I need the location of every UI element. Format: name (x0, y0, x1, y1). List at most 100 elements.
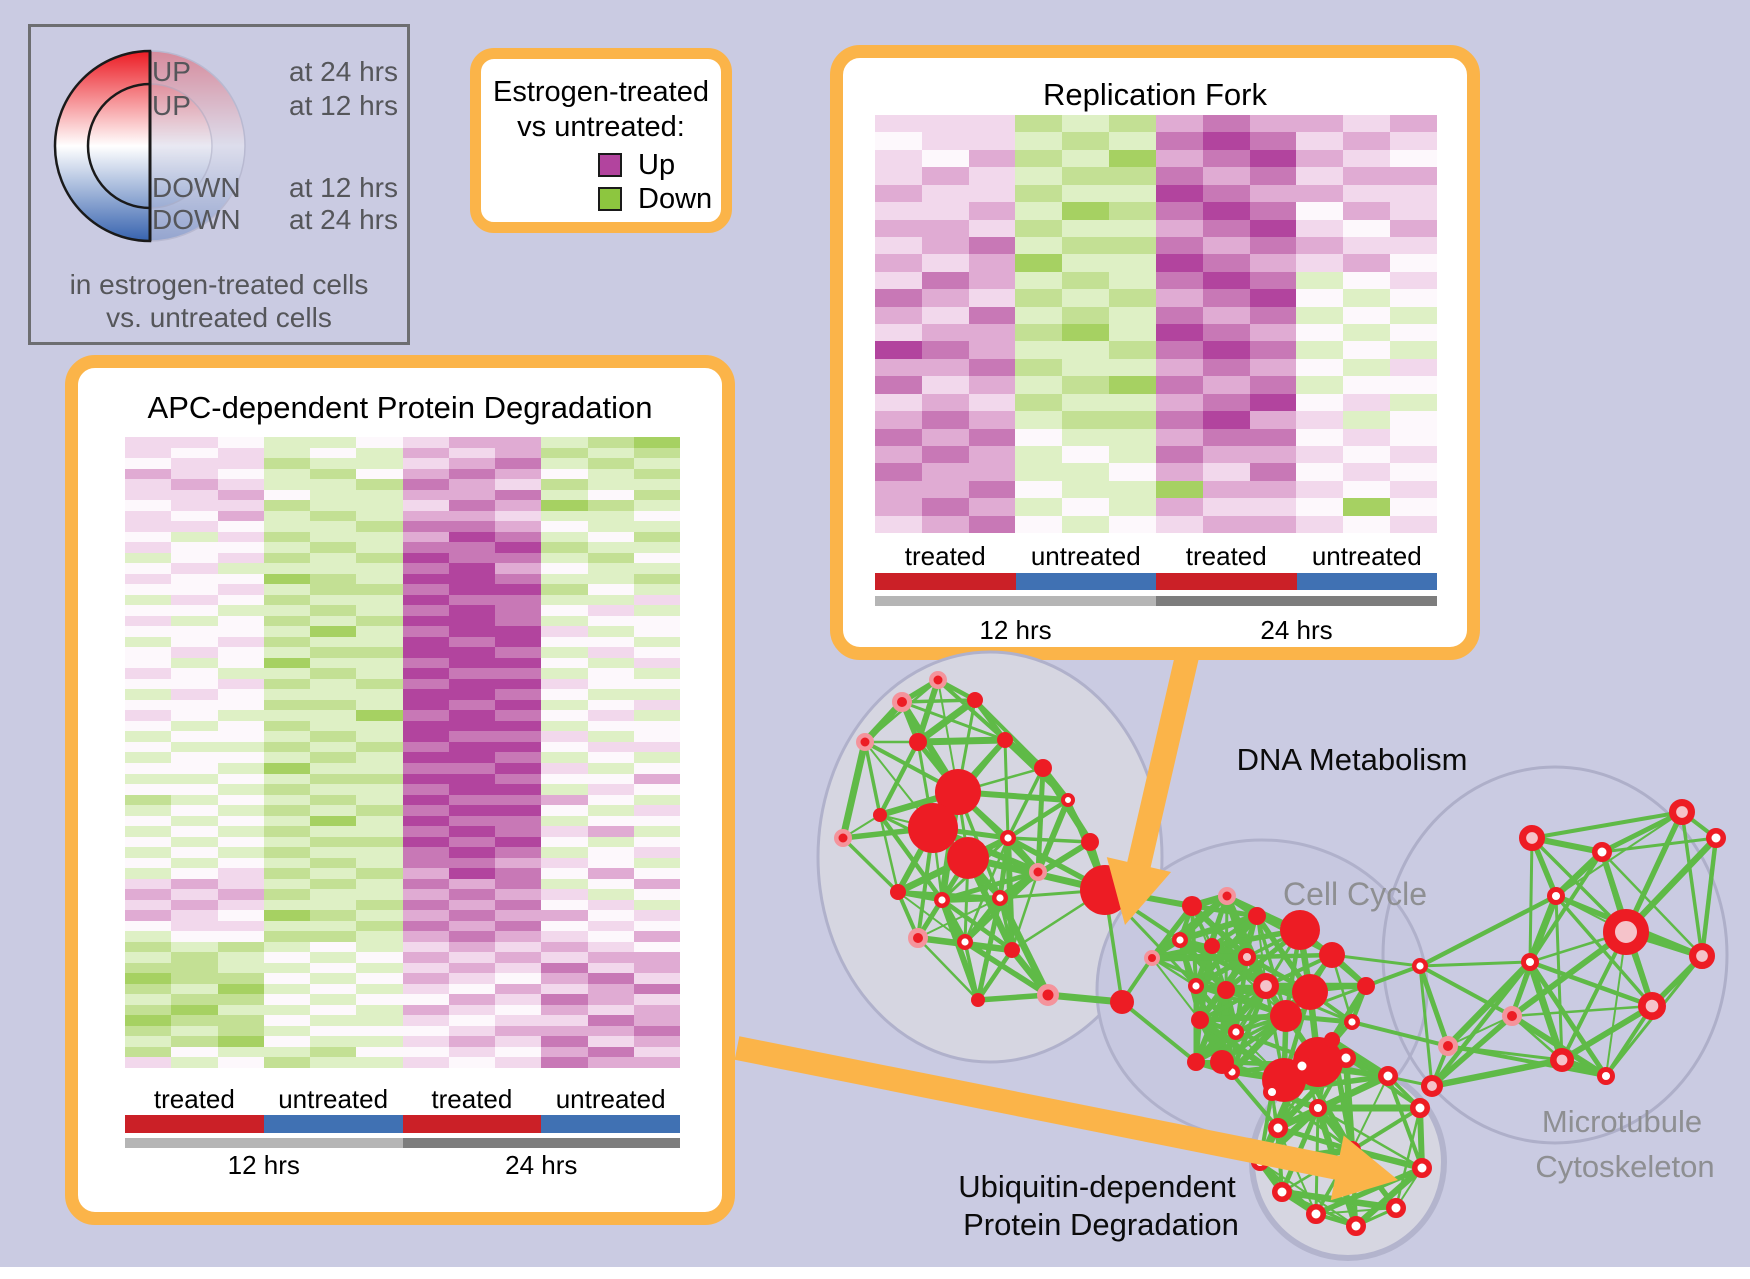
ring-time: at 12 hrs (289, 90, 398, 121)
heatmap-cell (587, 542, 634, 553)
heatmap-cell (541, 805, 588, 816)
heatmap-row (125, 815, 680, 827)
heatmap-cell (875, 515, 922, 534)
network-node-ub (1262, 1082, 1281, 1101)
heatmap-row (875, 480, 1437, 499)
heatmap-cell (1249, 219, 1297, 237)
heatmap-cell (1343, 219, 1391, 237)
heatmap-cell (541, 931, 588, 942)
heatmap-cell (1202, 167, 1250, 185)
heatmap-cell (1390, 254, 1437, 272)
inner-ring-left-half (86, 82, 152, 210)
color-key-title-2: vs untreated: (517, 111, 685, 143)
heatmap-cell (171, 615, 218, 627)
heatmap-cell (356, 910, 403, 921)
network-node-ub (1386, 1198, 1406, 1218)
heatmap-row (875, 393, 1437, 412)
network-edge (1006, 767, 1045, 839)
heatmap-cell (217, 910, 264, 921)
heatmap-cell (310, 573, 357, 585)
heatmap-cell (968, 498, 1016, 516)
heatmap-cell (217, 952, 264, 963)
heatmap-cell (495, 710, 542, 721)
heatmap-cell (921, 515, 969, 534)
heatmap-cell (448, 815, 495, 827)
heatmap-cell (1155, 358, 1203, 377)
heatmap-cell (1296, 306, 1344, 325)
heatmap-cell (968, 306, 1016, 325)
heatmap-cell (495, 689, 542, 700)
heatmap-cell (448, 605, 495, 616)
heatmap-cell (217, 962, 264, 974)
heatmap-cell (310, 773, 357, 785)
heatmap-row (125, 615, 680, 627)
heatmap-cell (633, 1036, 680, 1047)
heatmap-cell (171, 605, 218, 616)
heatmap-cell (448, 573, 495, 585)
heatmap-cell (402, 805, 449, 816)
heatmap-cell (1390, 341, 1437, 359)
heatmap-cell (402, 836, 449, 848)
network-node-dna (1029, 863, 1047, 881)
heatmap-cell (495, 647, 542, 658)
heatmap-cell (1296, 202, 1344, 220)
heatmap-cell (310, 657, 357, 669)
heatmap-cell (263, 899, 310, 911)
heatmap-cell (1015, 498, 1063, 516)
heatmap-cell (495, 773, 542, 785)
heatmap-cell (1109, 219, 1156, 237)
heatmap-cell (587, 731, 634, 742)
heatmap-cell (356, 1057, 403, 1068)
heatmap-cell (263, 521, 310, 532)
heatmap-cell (1109, 167, 1156, 185)
heatmap-cell (541, 878, 588, 890)
heatmap-row (875, 358, 1437, 377)
heatmap-cell (875, 480, 922, 499)
heatmap-cell (1015, 219, 1063, 237)
heatmap-cell (587, 447, 634, 459)
heatmap-cell (875, 376, 922, 394)
heatmap-cell (968, 202, 1016, 220)
heatmap-cell (1109, 132, 1156, 150)
network-edge (1418, 965, 1434, 1087)
heatmap-cell (263, 784, 310, 795)
network-node-cc (1248, 907, 1266, 925)
heatmap-cell (1249, 236, 1297, 255)
heatmap-cell (310, 489, 357, 501)
heatmap-cell (125, 594, 172, 606)
network-node-mt (1520, 952, 1539, 971)
flow-arrow-shaft (1126, 649, 1200, 870)
heatmap-cell (402, 594, 449, 606)
heatmap-cell (171, 762, 218, 774)
heatmap-cell (1155, 149, 1203, 168)
network-edge (1430, 960, 1532, 1088)
heatmap-cell (356, 794, 403, 806)
heatmap-cell (310, 605, 357, 616)
heatmap-cell (1015, 376, 1063, 394)
heatmap-row (125, 952, 680, 963)
heatmap-cell (217, 489, 264, 501)
sample-label: untreated (278, 1084, 389, 1114)
heatmap-cell (402, 868, 449, 879)
network-node-ub (1306, 1204, 1326, 1224)
heatmap-cell (448, 678, 495, 690)
network-edge (1560, 1003, 1654, 1063)
heatmap-cell (171, 657, 218, 669)
heatmap-cell (402, 699, 449, 711)
heatmap-cell (310, 805, 357, 816)
heatmap-cell (217, 931, 264, 942)
heatmap-cell (1249, 341, 1297, 359)
heatmap-cell (171, 1015, 218, 1026)
heatmap-cell (263, 657, 310, 669)
network-node-ub (1410, 1098, 1430, 1118)
heatmap-row (125, 794, 680, 806)
heatmap-cell (217, 973, 264, 984)
heatmap-cell (541, 1004, 588, 1016)
heatmap-cell (402, 500, 449, 511)
heatmap-cell (633, 826, 680, 837)
heatmap-cell (587, 552, 634, 564)
heatmap-cell (448, 952, 495, 963)
heatmap-cell (448, 857, 495, 869)
heatmap-cell (217, 1025, 264, 1037)
heatmap-cell (217, 510, 264, 522)
